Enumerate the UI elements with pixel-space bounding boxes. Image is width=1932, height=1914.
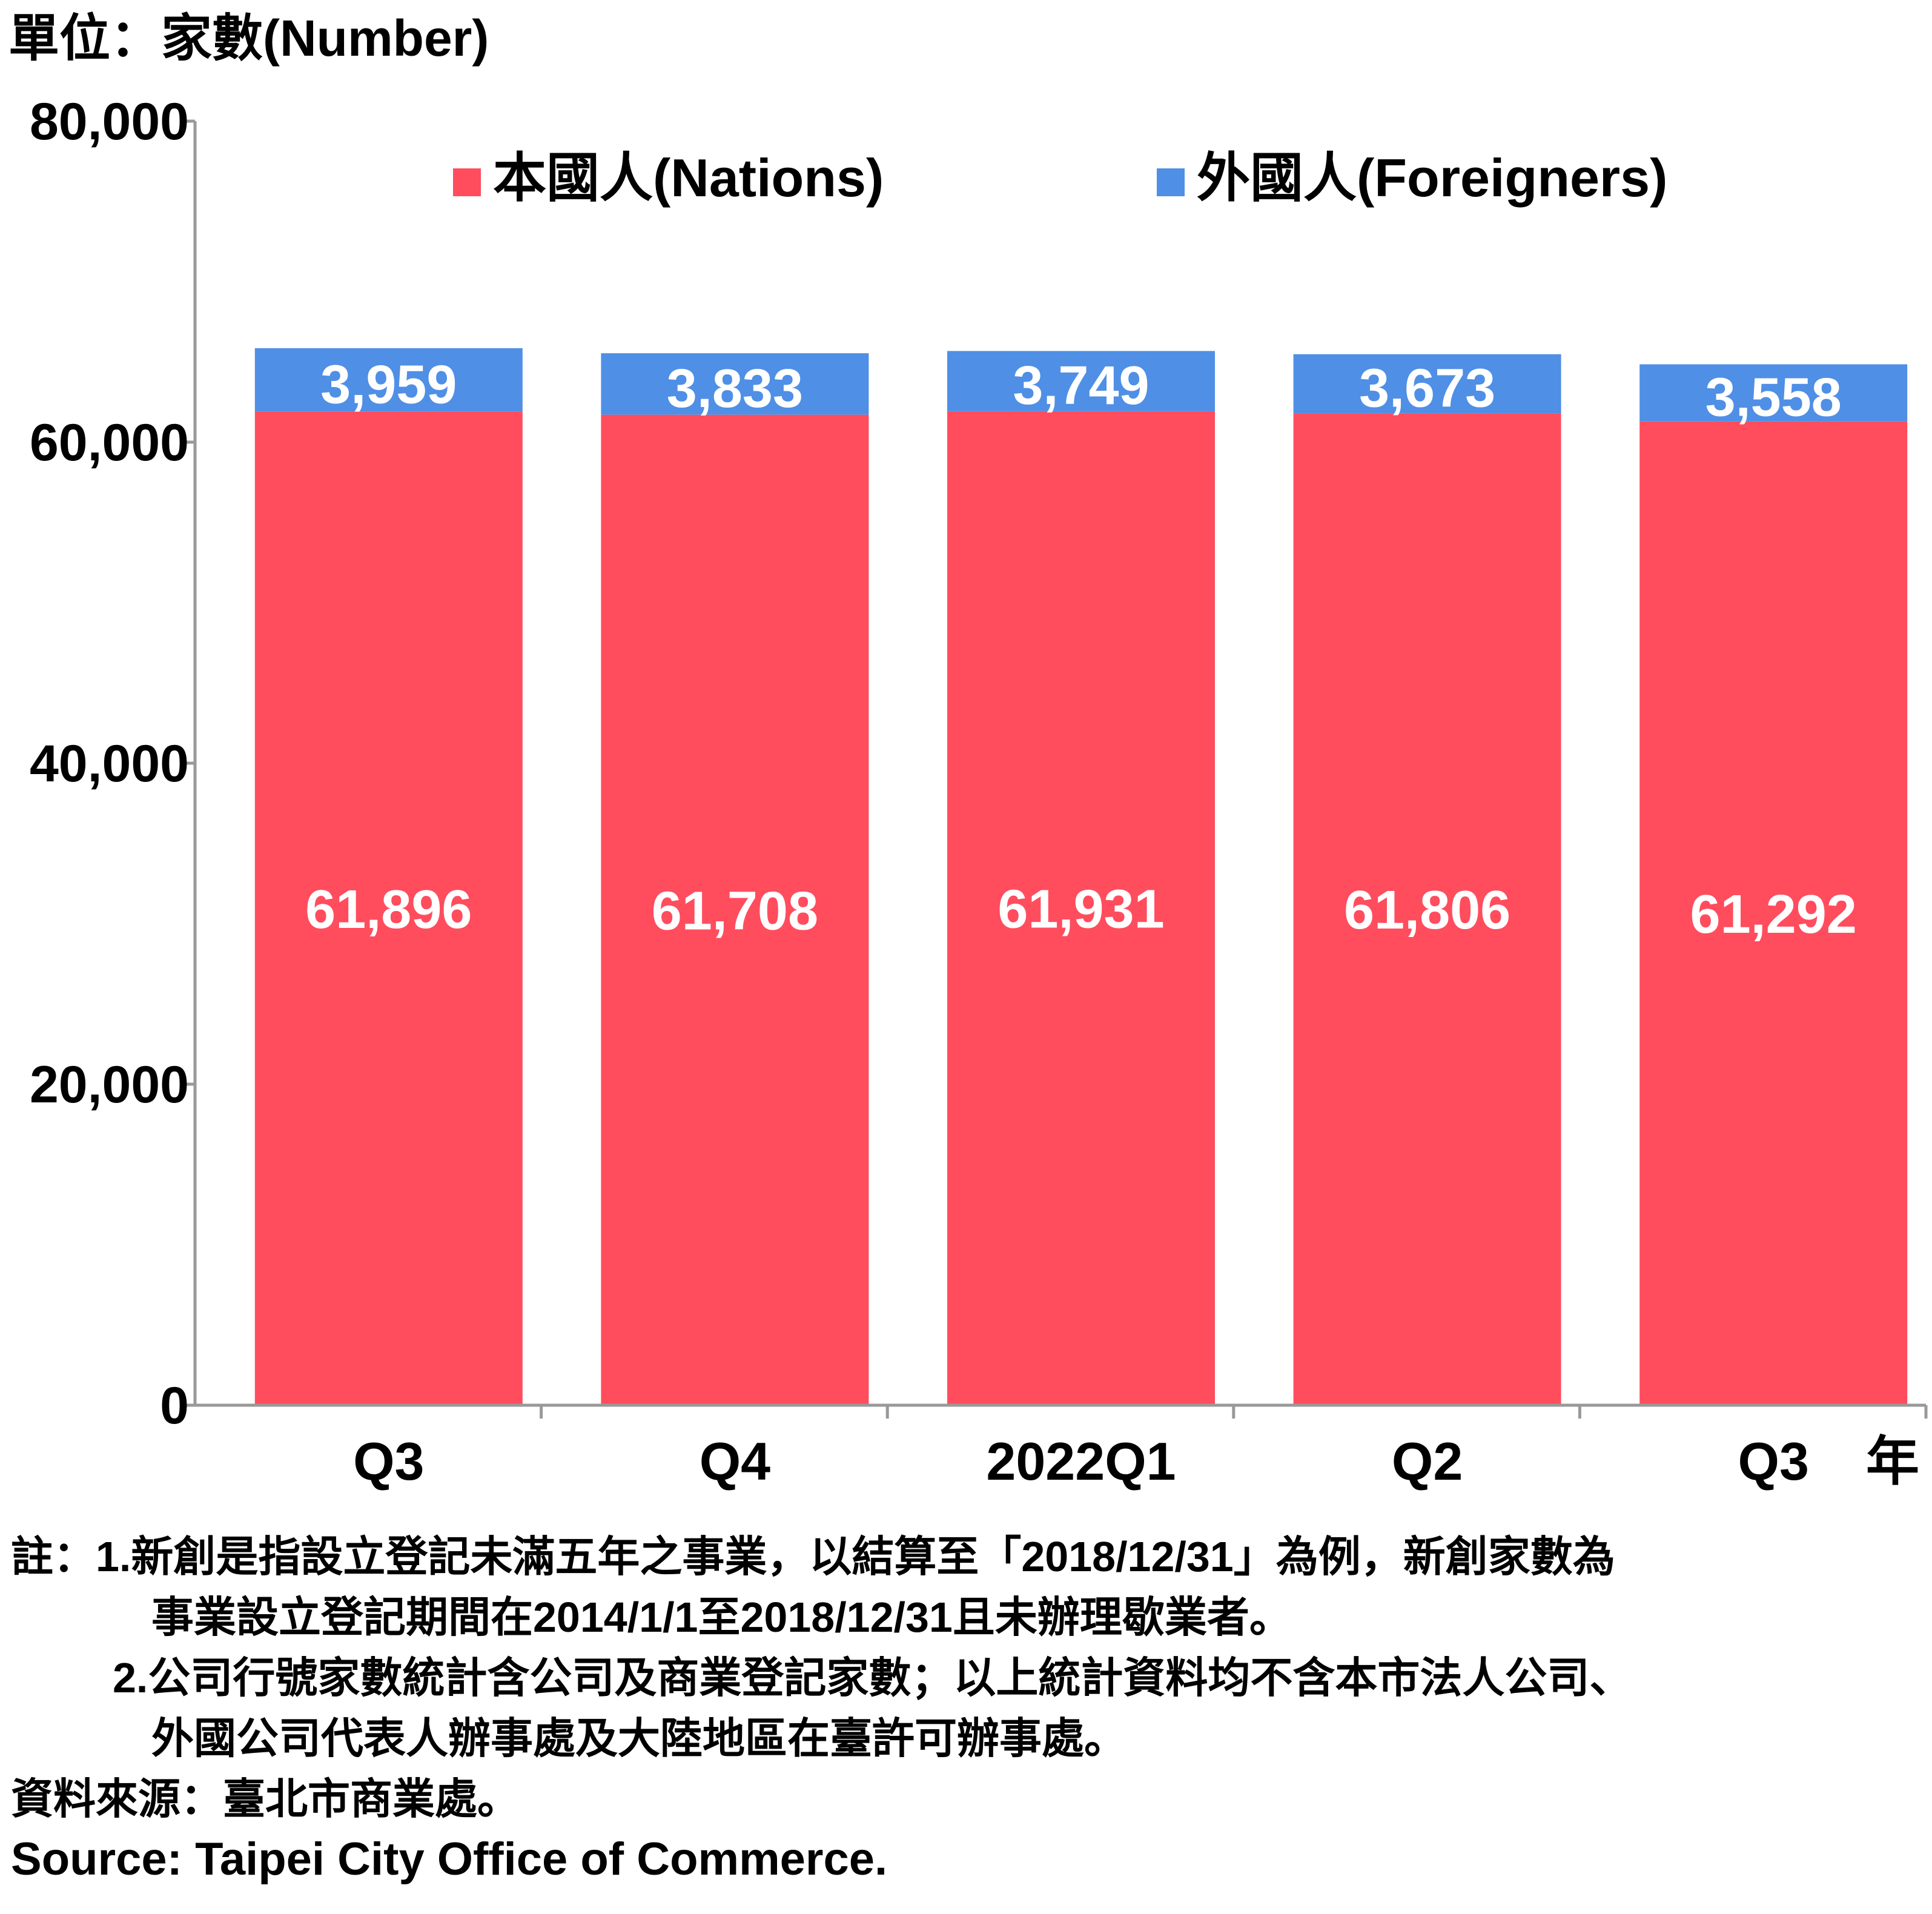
bar-segment [254,348,523,412]
data-label: 3,749 [1013,356,1149,416]
data-label: 61,896 [305,879,472,940]
data-label: 61,931 [997,879,1164,939]
source-en: Source: Taipei City Office of Commerce. [11,1833,888,1885]
category-label: Q3 [1738,1431,1809,1491]
footnotes: 註：1.新創是指設立登記未滿五年之事業，以結算至「2018/12/31」為例，新… [11,1526,1925,1890]
note-2-line-1: 2.公司行號家數統計含公司及商業登記家數；以上統計資料均不含本市法人公司、 [113,1654,1632,1701]
legend: 本國人(Nations) 外國人(Foreigners) [453,148,1667,208]
bar-segment [254,411,523,1405]
bar-segment [947,351,1215,411]
source-zh: 資料來源：臺北市商業處。 [11,1775,520,1823]
y-tick-label: 0 [160,1377,189,1435]
value-labels: 61,896 3,959 61,708 3,833 61,931 3,749 61,806 3… [305,354,1857,945]
bar-segment [1639,421,1908,1406]
legend-label: 外國人(Foreigners) [1197,148,1667,208]
bar-segment [947,411,1215,1405]
data-label: 61,292 [1690,884,1857,945]
data-label: 61,806 [1344,880,1510,941]
y-axis-ticks: 0 20,000 40,000 60,000 80,000 [30,93,195,1435]
legend-label: 本國人(Nations) [493,148,884,208]
bar-segment [1639,364,1908,422]
bar-segment [1293,413,1561,1405]
category-label: Q4 [700,1431,770,1491]
x-axis-suffix: 年 [1866,1431,1919,1491]
legend-swatch [1157,168,1185,196]
note-1-line-1: 註：1.新創是指設立登記未滿五年之事業，以結算至「2018/12/31」為例，新… [11,1533,1615,1580]
data-label: 3,558 [1705,368,1842,428]
bar-segment [601,414,869,1405]
category-label: 2022Q1 [986,1431,1176,1491]
legend-swatch [453,168,481,196]
data-label: 61,708 [652,881,818,941]
y-tick-label: 20,000 [30,1056,189,1114]
unit-label: 單位：家數(Number) [8,10,489,67]
x-axis-labels: Q3 Q4 2022Q1 Q2 Q3 [353,1431,1809,1491]
bar-segment [601,353,869,415]
stacked-bar-chart: 單位：家數(Number) 本國人(Nations) 外國人(Foreigners… [8,10,1928,1491]
bar-segment [1293,354,1561,414]
category-label: Q3 [353,1431,424,1491]
bars [254,348,1908,1406]
data-label: 3,833 [667,359,803,419]
y-tick-label: 40,000 [30,735,189,793]
note-2-line-2: 外國公司代表人辦事處及大陸地區在臺許可辦事處。 [151,1715,1126,1762]
data-label: 3,959 [320,354,457,415]
y-tick-label: 80,000 [30,93,189,151]
category-label: Q2 [1392,1431,1463,1491]
note-1-line-2: 事業設立登記期間在2014/1/1至2018/12/31且未辦理歇業者。 [151,1594,1292,1641]
y-tick-label: 60,000 [30,414,189,472]
data-label: 3,673 [1359,358,1495,419]
